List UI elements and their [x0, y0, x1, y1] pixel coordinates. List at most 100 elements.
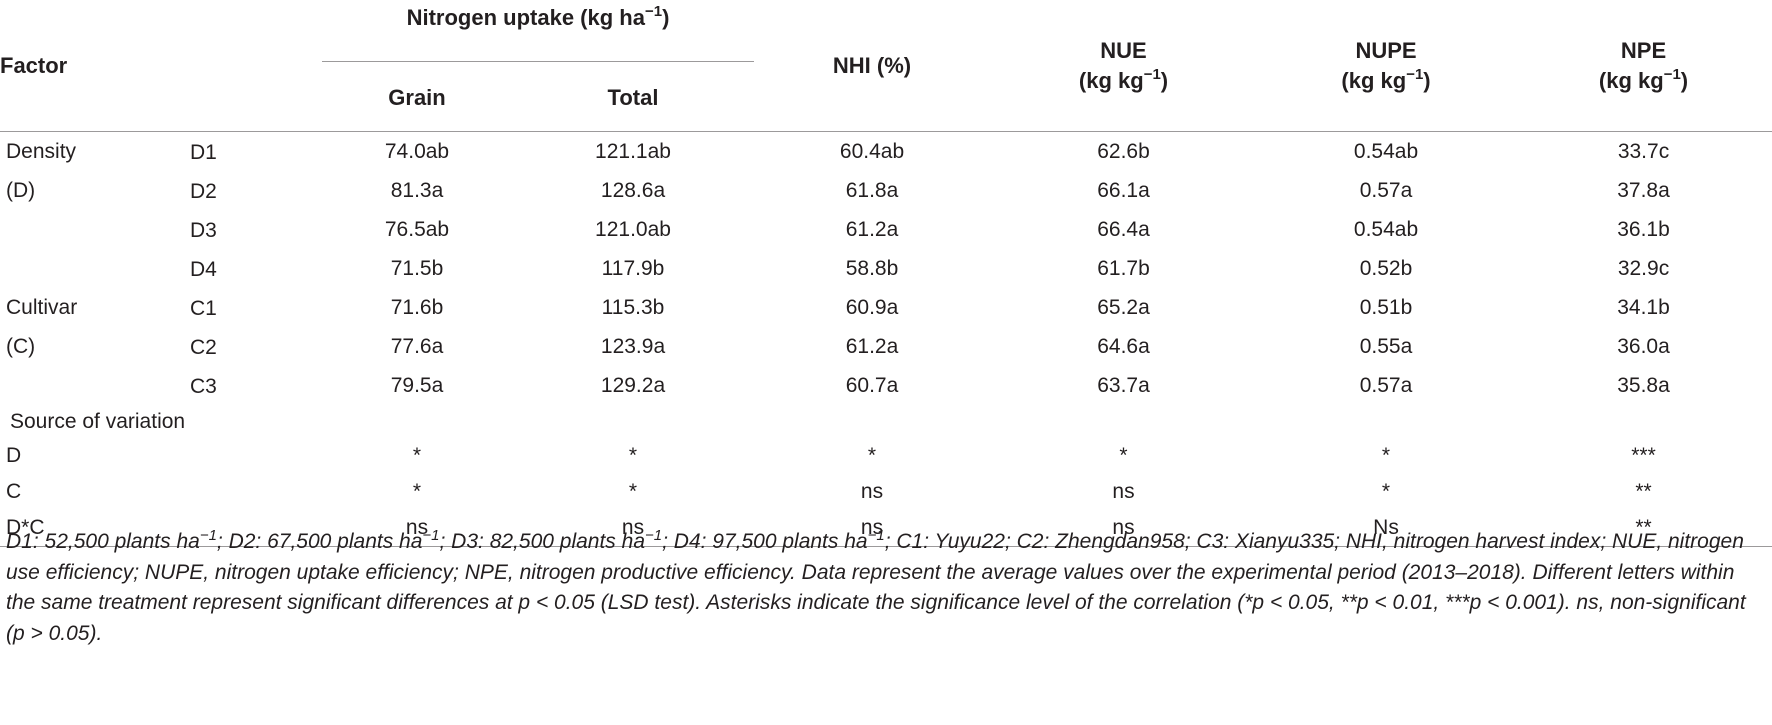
cell-nue: 66.4a: [1097, 217, 1150, 241]
cell-level: D1 74.0ab: [190, 132, 512, 172]
header-nhi: NHI (%): [754, 0, 991, 132]
cell-nupe: 0.54ab: [1353, 217, 1419, 241]
table-row: Density D1 74.0ab 121.1ab 60.4ab 62.6b 0.…: [0, 132, 1772, 172]
footnote-sup: −1: [645, 527, 663, 544]
header-npe-unit-sup: −1: [1663, 65, 1681, 83]
cell-factor: [0, 249, 322, 288]
significance-row: C * * ns ns * **: [0, 474, 1772, 510]
cell-nupe: 0.57a: [1359, 178, 1413, 202]
cell-factor: (D): [6, 178, 36, 202]
header-nue-label: NUE: [1100, 37, 1147, 63]
cell-nupe: 0.51b: [1359, 295, 1413, 319]
header-nue-unit-sup: −1: [1143, 65, 1161, 83]
sig-nhi: ns: [754, 510, 991, 547]
table-row: Cultivar C1 71.6b 115.3b 60.9a 65.2a 0.51…: [0, 288, 1772, 327]
header-npe-label: NPE: [1620, 37, 1667, 63]
sig-total: ns: [512, 510, 755, 547]
header-nupe-unit: (kg kg: [1341, 67, 1407, 93]
header-nupe: NUPE (kg kg−1): [1257, 0, 1516, 132]
footnote-d2: ; D2: 67,500 plants ha: [216, 530, 423, 553]
cell-level-group: C2 77.6a: [190, 327, 512, 366]
data-table: Factor Nitrogen uptake (kg ha−1) NHI (%)…: [0, 0, 1772, 547]
cell-level-text: C1: [190, 297, 217, 320]
cell-nhi: 61.8a: [845, 178, 899, 202]
cell-nhi: 60.4ab: [839, 139, 905, 163]
cell-nue: 63.7a: [1097, 373, 1150, 397]
header-nue-unit: (kg kg: [1078, 67, 1144, 93]
cell-total: 123.9a: [600, 334, 666, 358]
cell-grain: 81.3a: [390, 178, 444, 202]
sig-nupe: *: [1381, 444, 1391, 467]
footnote-sup: −1: [867, 527, 885, 544]
cell-grain: 76.5ab: [384, 217, 450, 241]
cell-factor: Cultivar: [6, 295, 78, 319]
cell-nhi: 61.2a: [845, 334, 899, 358]
cell-level-text: C2: [190, 336, 217, 359]
cell-factor: [0, 366, 322, 405]
sig-nue: ns: [1112, 480, 1135, 503]
sig-factor: D: [6, 444, 22, 467]
cell-total: 117.9b: [601, 256, 665, 280]
sig-npe: **: [1635, 480, 1652, 503]
cell-nue: 61.7b: [1097, 256, 1150, 280]
header-nitrogen-uptake-close: ): [662, 4, 670, 30]
footnote-rest: ; C1: Yuyu22; C2: Zhengdan958; C3: Xiany…: [6, 530, 1746, 645]
sig-factor: C: [6, 480, 22, 503]
header-nitrogen-uptake-underline: [322, 60, 755, 62]
cell-nue: 66.1a: [1097, 178, 1150, 202]
sig-npe: ***: [1631, 444, 1656, 467]
header-nitrogen-uptake-label: Nitrogen uptake (kg ha: [406, 4, 645, 30]
sig-npe: **: [1515, 510, 1772, 547]
cell-npe: 35.8a: [1617, 373, 1670, 397]
sig-nupe: *: [1381, 480, 1391, 503]
cell-total: 129.2a: [600, 373, 666, 397]
header-factor: Factor: [0, 0, 322, 132]
sig-grain: *: [412, 480, 422, 503]
cell-level-text: D1: [190, 141, 217, 164]
cell-nupe: 0.55a: [1359, 334, 1413, 358]
sig-grain: *: [412, 444, 422, 467]
cell-npe: 33.7c: [1617, 139, 1670, 163]
cell-nue: 62.6b: [1097, 139, 1150, 163]
header-nue: NUE (kg kg−1): [990, 0, 1258, 132]
cell-nhi: 58.8b: [845, 256, 899, 280]
cell-nupe: 0.54ab: [1353, 139, 1419, 163]
cell-grain: 74.0ab: [384, 139, 450, 163]
cell-total: 121.1ab: [595, 139, 671, 163]
cell-level-group: C1 71.6b: [190, 288, 512, 327]
header-npe-unit-close: ): [1680, 67, 1689, 93]
cell-level-text: C3: [190, 375, 217, 398]
cell-npe: 37.8a: [1617, 178, 1670, 202]
cell-total: 128.6a: [600, 178, 666, 202]
table-row: D4 71.5b 117.9b 58.8b 61.7b 0.52b 32.9c: [0, 249, 1772, 288]
cell-npe: 32.9c: [1617, 256, 1670, 280]
cell-nupe: 0.52b: [1359, 256, 1413, 280]
cell-level-group: D3 76.5ab: [190, 210, 512, 249]
cell-npe: 36.0a: [1617, 334, 1670, 358]
source-of-variation-row: Source of variation: [0, 405, 1772, 438]
cell-npe: 36.1b: [1617, 217, 1670, 241]
sig-grain: ns: [322, 510, 512, 547]
header-nue-unit-close: ): [1160, 67, 1169, 93]
footnote-d3: ; D3: 82,500 plants ha: [439, 530, 645, 553]
cell-factor: (C): [6, 334, 36, 358]
cell-level-text: D4: [190, 258, 217, 281]
sig-nhi: ns: [860, 480, 884, 503]
cell-nhi: 61.2a: [845, 217, 899, 241]
footnote-d4: ; D4: 97,500 plants ha: [662, 530, 868, 553]
cell-nue: 65.2a: [1097, 295, 1150, 319]
cell-grain: 77.6a: [390, 334, 444, 358]
cell-level-group: D4 71.5b: [190, 249, 512, 288]
sig-factor: D*C: [0, 510, 322, 547]
cell-grain: 71.5b: [390, 256, 444, 280]
header-nupe-unit-close: ): [1423, 67, 1431, 93]
cell-grain: 71.6b: [390, 295, 444, 319]
cell-level-text: D2: [190, 180, 217, 203]
sig-nue: ns: [990, 510, 1258, 547]
header-nitrogen-uptake: Nitrogen uptake (kg ha−1): [322, 0, 755, 64]
header-nupe-unit-sup: −1: [1406, 65, 1424, 83]
cell-factor: [0, 210, 322, 249]
cell-level-group: C3 79.5a: [190, 366, 512, 405]
sig-nupe: Ns: [1257, 510, 1516, 547]
